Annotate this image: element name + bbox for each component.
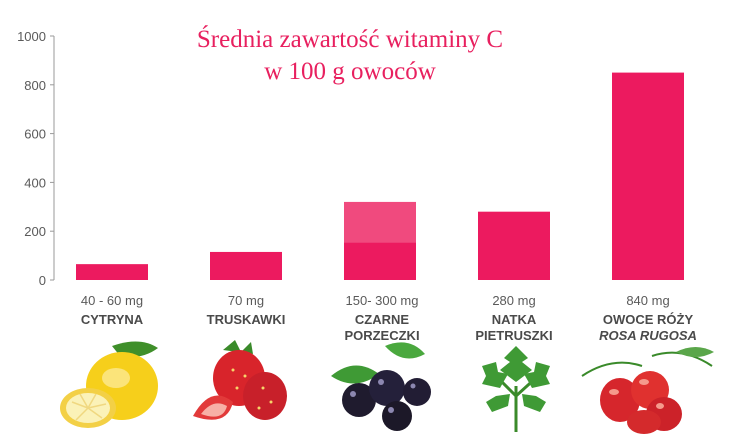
bar-1 [76,264,148,280]
parsley-icon [482,346,550,432]
bar-3 [344,242,416,280]
category-label-blackcurrant: 150- 300 mg CZARNE PORZECZKI [312,293,452,344]
bar-4 [478,211,550,280]
category-name: CZARNE PORZECZKI [344,312,420,343]
category-label-lemon: 40 - 60 mg CYTRYNA [44,293,180,328]
category-label-rosehip: 840 mg OWOCE RÓŻY ROSA RUGOSA [580,293,716,344]
bar-3-upper [344,201,416,243]
lemon-icon [60,341,158,428]
y-axis: 0 200 400 600 800 1000 [17,29,55,288]
bar-2 [210,251,282,280]
category-range: 840 mg [626,293,670,308]
category-name: CYTRYNA [80,312,144,327]
category-range: 280 mg [492,293,536,308]
category-name: OWOCE RÓŻY [602,312,694,327]
chart-title-line1: Średnia zawartość witaminy C [196,26,504,53]
y-tick-label: 0 [39,273,46,288]
category-name: TRUSKAWKI [206,312,286,327]
y-tick-label: 400 [24,175,46,190]
category-label-strawberry: 70 mg TRUSKAWKI [178,293,314,328]
y-tick-label: 600 [24,127,46,142]
y-tick-label: 1000 [17,29,46,44]
y-tick-label: 800 [24,78,46,93]
rosehip-icon [581,347,714,434]
y-tick-label: 200 [24,224,46,239]
category-range: 40 - 60 mg [80,293,144,308]
category-latin-name: ROSA RUGOSA [599,328,697,343]
bar-5 [612,72,684,280]
category-range: 150- 300 mg [345,293,419,308]
category-label-parsley: 280 mg NATKA PIETRUSZKI [446,293,582,344]
bars-group [76,72,684,280]
chart-title-line2: w 100 g owoców [264,58,436,85]
blackcurrant-icon [331,342,431,431]
category-range: 70 mg [227,293,265,308]
category-name: NATKA PIETRUSZKI [475,312,553,343]
strawberry-icon [193,340,287,420]
